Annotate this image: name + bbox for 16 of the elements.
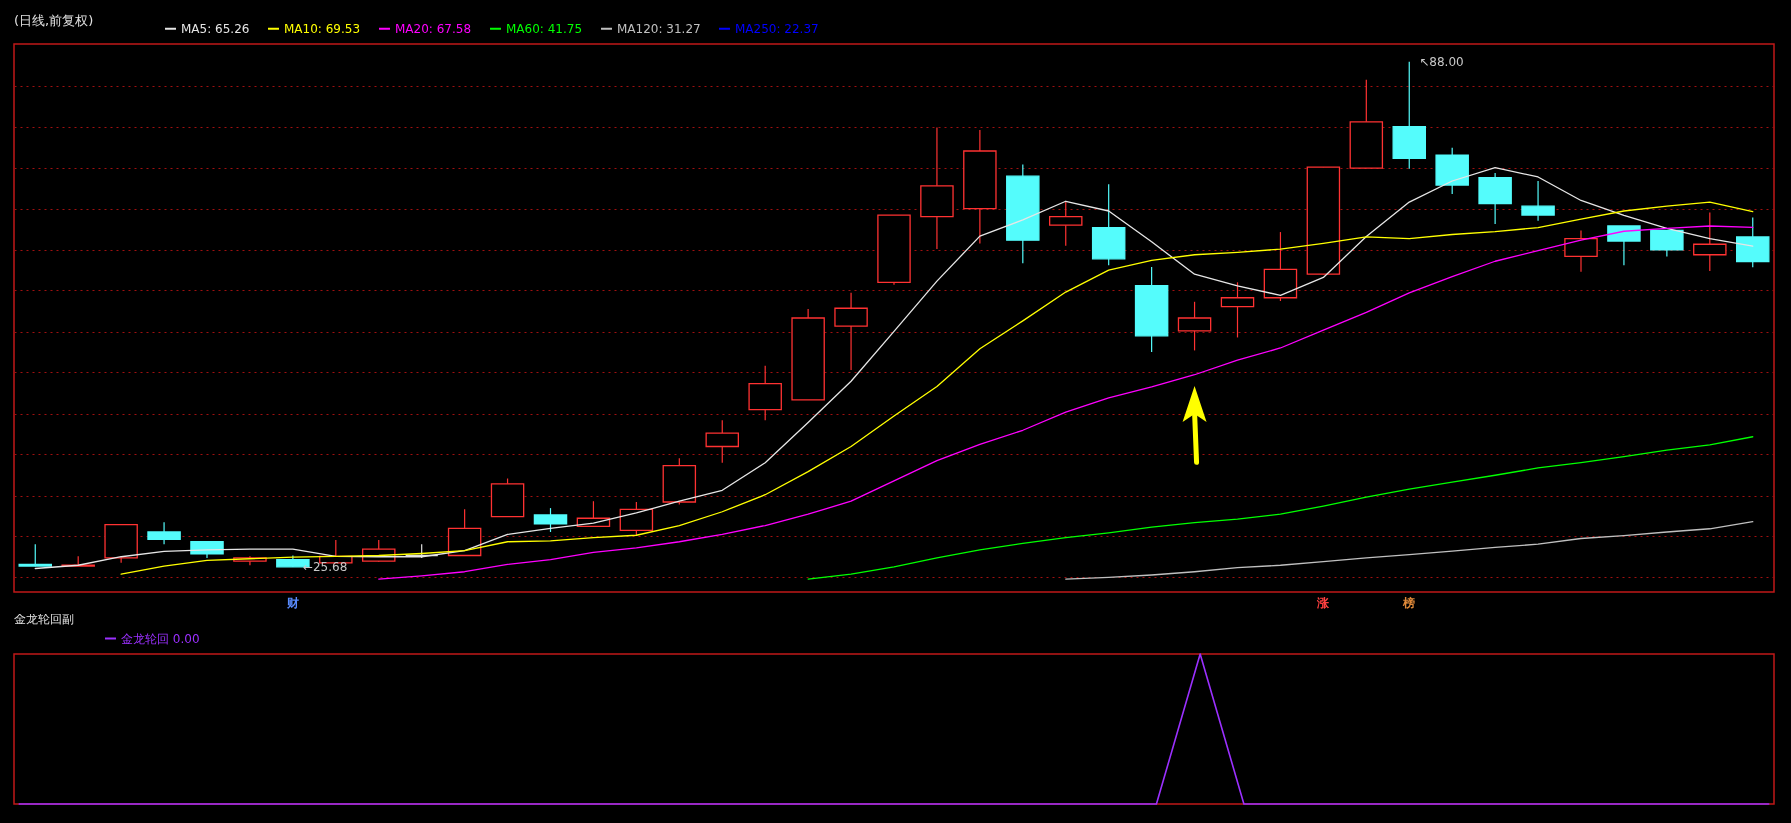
candlestick	[1693, 212, 1727, 272]
legend-label: MA250: 22.37	[735, 21, 819, 36]
text: 涨	[1316, 596, 1331, 610]
legend-label: MA120: 31.27	[617, 21, 701, 36]
legend-label: MA60: 41.75	[506, 21, 583, 36]
legend-label: 金龙轮回 0.00	[121, 631, 200, 646]
legend-label: MA5: 65.26	[181, 21, 250, 36]
annotation: ←25.68	[302, 560, 348, 575]
chart-title: (日线,前复权)	[14, 13, 94, 28]
legend-label: MA20: 67.58	[395, 21, 472, 36]
text: 财	[285, 596, 299, 610]
text: 榜	[1402, 596, 1416, 610]
chart-title: 金龙轮回副	[14, 612, 74, 626]
annotation: ↖88.00	[1419, 54, 1464, 69]
legend-label: MA10: 69.53	[284, 21, 361, 36]
candlestick	[1220, 281, 1255, 339]
